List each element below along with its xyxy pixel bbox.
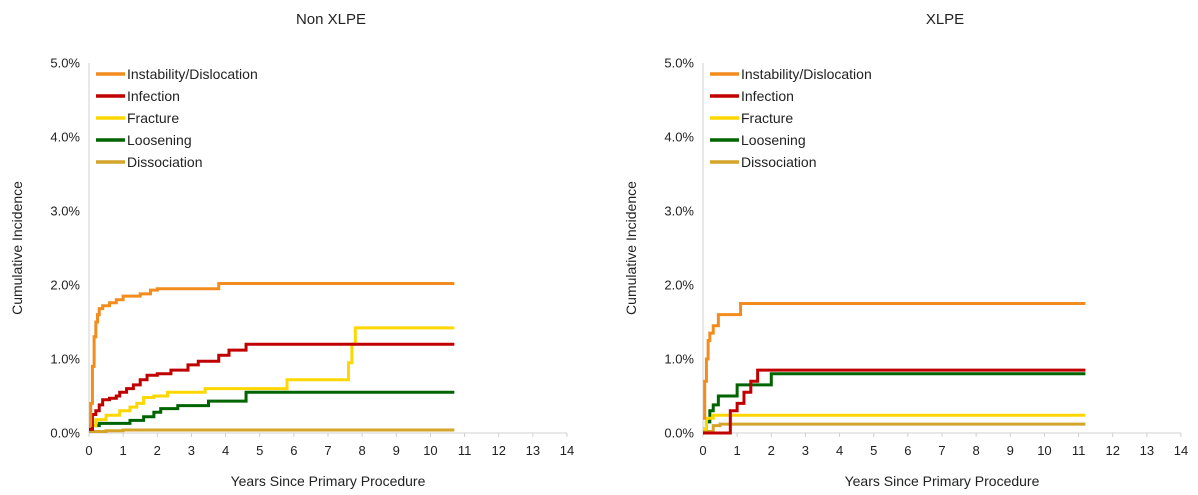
x-tick-label: 0 (699, 443, 706, 458)
legend-label: Loosening (741, 132, 806, 148)
x-tick-label: 5 (256, 443, 263, 458)
x-tick-label: 6 (904, 443, 911, 458)
x-tick-label: 3 (802, 443, 809, 458)
y-axis-label: Cumulative Incidence (623, 181, 639, 315)
x-tick-label: 11 (1072, 443, 1086, 458)
x-tick-label: 2 (768, 443, 775, 458)
legend-label: Loosening (127, 132, 192, 148)
x-tick-label: 5 (870, 443, 877, 458)
legend-label: Fracture (741, 110, 793, 126)
series-line-loosening (89, 390, 455, 431)
y-tick-label: 4.0% (664, 130, 694, 145)
x-tick-label: 11 (458, 443, 472, 458)
series-line-fracture (89, 326, 455, 428)
x-tick-label: 7 (324, 443, 331, 458)
chart-title: XLPE (926, 11, 964, 28)
legend-label: Infection (127, 88, 180, 104)
y-tick-label: 2.0% (664, 278, 694, 293)
y-tick-label: 4.0% (50, 130, 80, 145)
series-line-instability-dislocation (703, 302, 1086, 420)
series-line-instability-dislocation (89, 282, 455, 428)
y-tick-label: 5.0% (50, 56, 80, 71)
y-tick-label: 5.0% (664, 56, 694, 71)
x-tick-label: 3 (188, 443, 195, 458)
x-tick-label: 4 (222, 443, 229, 458)
chart-title: Non XLPE (296, 11, 366, 28)
series-line-dissociation (703, 422, 1086, 434)
x-tick-label: 9 (393, 443, 400, 458)
y-tick-label: 0.0% (50, 426, 80, 441)
y-tick-label: 2.0% (50, 278, 80, 293)
x-tick-label: 8 (359, 443, 366, 458)
series-line-loosening (703, 372, 1086, 431)
y-tick-label: 3.0% (664, 204, 694, 219)
series-line-infection (703, 368, 1086, 435)
series-line-dissociation (89, 428, 455, 434)
y-tick-label: 1.0% (50, 352, 80, 367)
x-tick-label: 9 (1007, 443, 1014, 458)
x-tick-label: 0 (85, 443, 92, 458)
x-tick-label: 10 (423, 443, 437, 458)
y-tick-label: 3.0% (50, 204, 80, 219)
x-tick-label: 6 (290, 443, 297, 458)
x-axis-label: Years Since Primary Procedure (845, 473, 1040, 489)
x-tick-label: 10 (1037, 443, 1051, 458)
series-line-infection (89, 342, 455, 431)
x-tick-label: 12 (491, 443, 505, 458)
legend-label: Instability/Dislocation (741, 66, 872, 82)
legend-label: Dissociation (741, 154, 816, 170)
y-axis-label: Cumulative Incidence (9, 181, 25, 315)
x-tick-label: 7 (938, 443, 945, 458)
legend-label: Infection (741, 88, 794, 104)
x-tick-label: 1 (734, 443, 741, 458)
x-tick-label: 2 (154, 443, 161, 458)
x-tick-label: 13 (526, 443, 540, 458)
y-tick-label: 0.0% (664, 426, 694, 441)
x-tick-label: 13 (1140, 443, 1154, 458)
legend-label: Instability/Dislocation (127, 66, 258, 82)
legend-label: Dissociation (127, 154, 202, 170)
x-tick-label: 14 (1174, 443, 1188, 458)
y-tick-label: 1.0% (664, 352, 694, 367)
legend-label: Fracture (127, 110, 179, 126)
x-tick-label: 8 (973, 443, 980, 458)
x-tick-label: 14 (560, 443, 574, 458)
x-tick-label: 1 (120, 443, 127, 458)
x-tick-label: 12 (1105, 443, 1119, 458)
series-line-fracture (703, 413, 1086, 431)
x-tick-label: 4 (836, 443, 843, 458)
x-axis-label: Years Since Primary Procedure (231, 473, 426, 489)
